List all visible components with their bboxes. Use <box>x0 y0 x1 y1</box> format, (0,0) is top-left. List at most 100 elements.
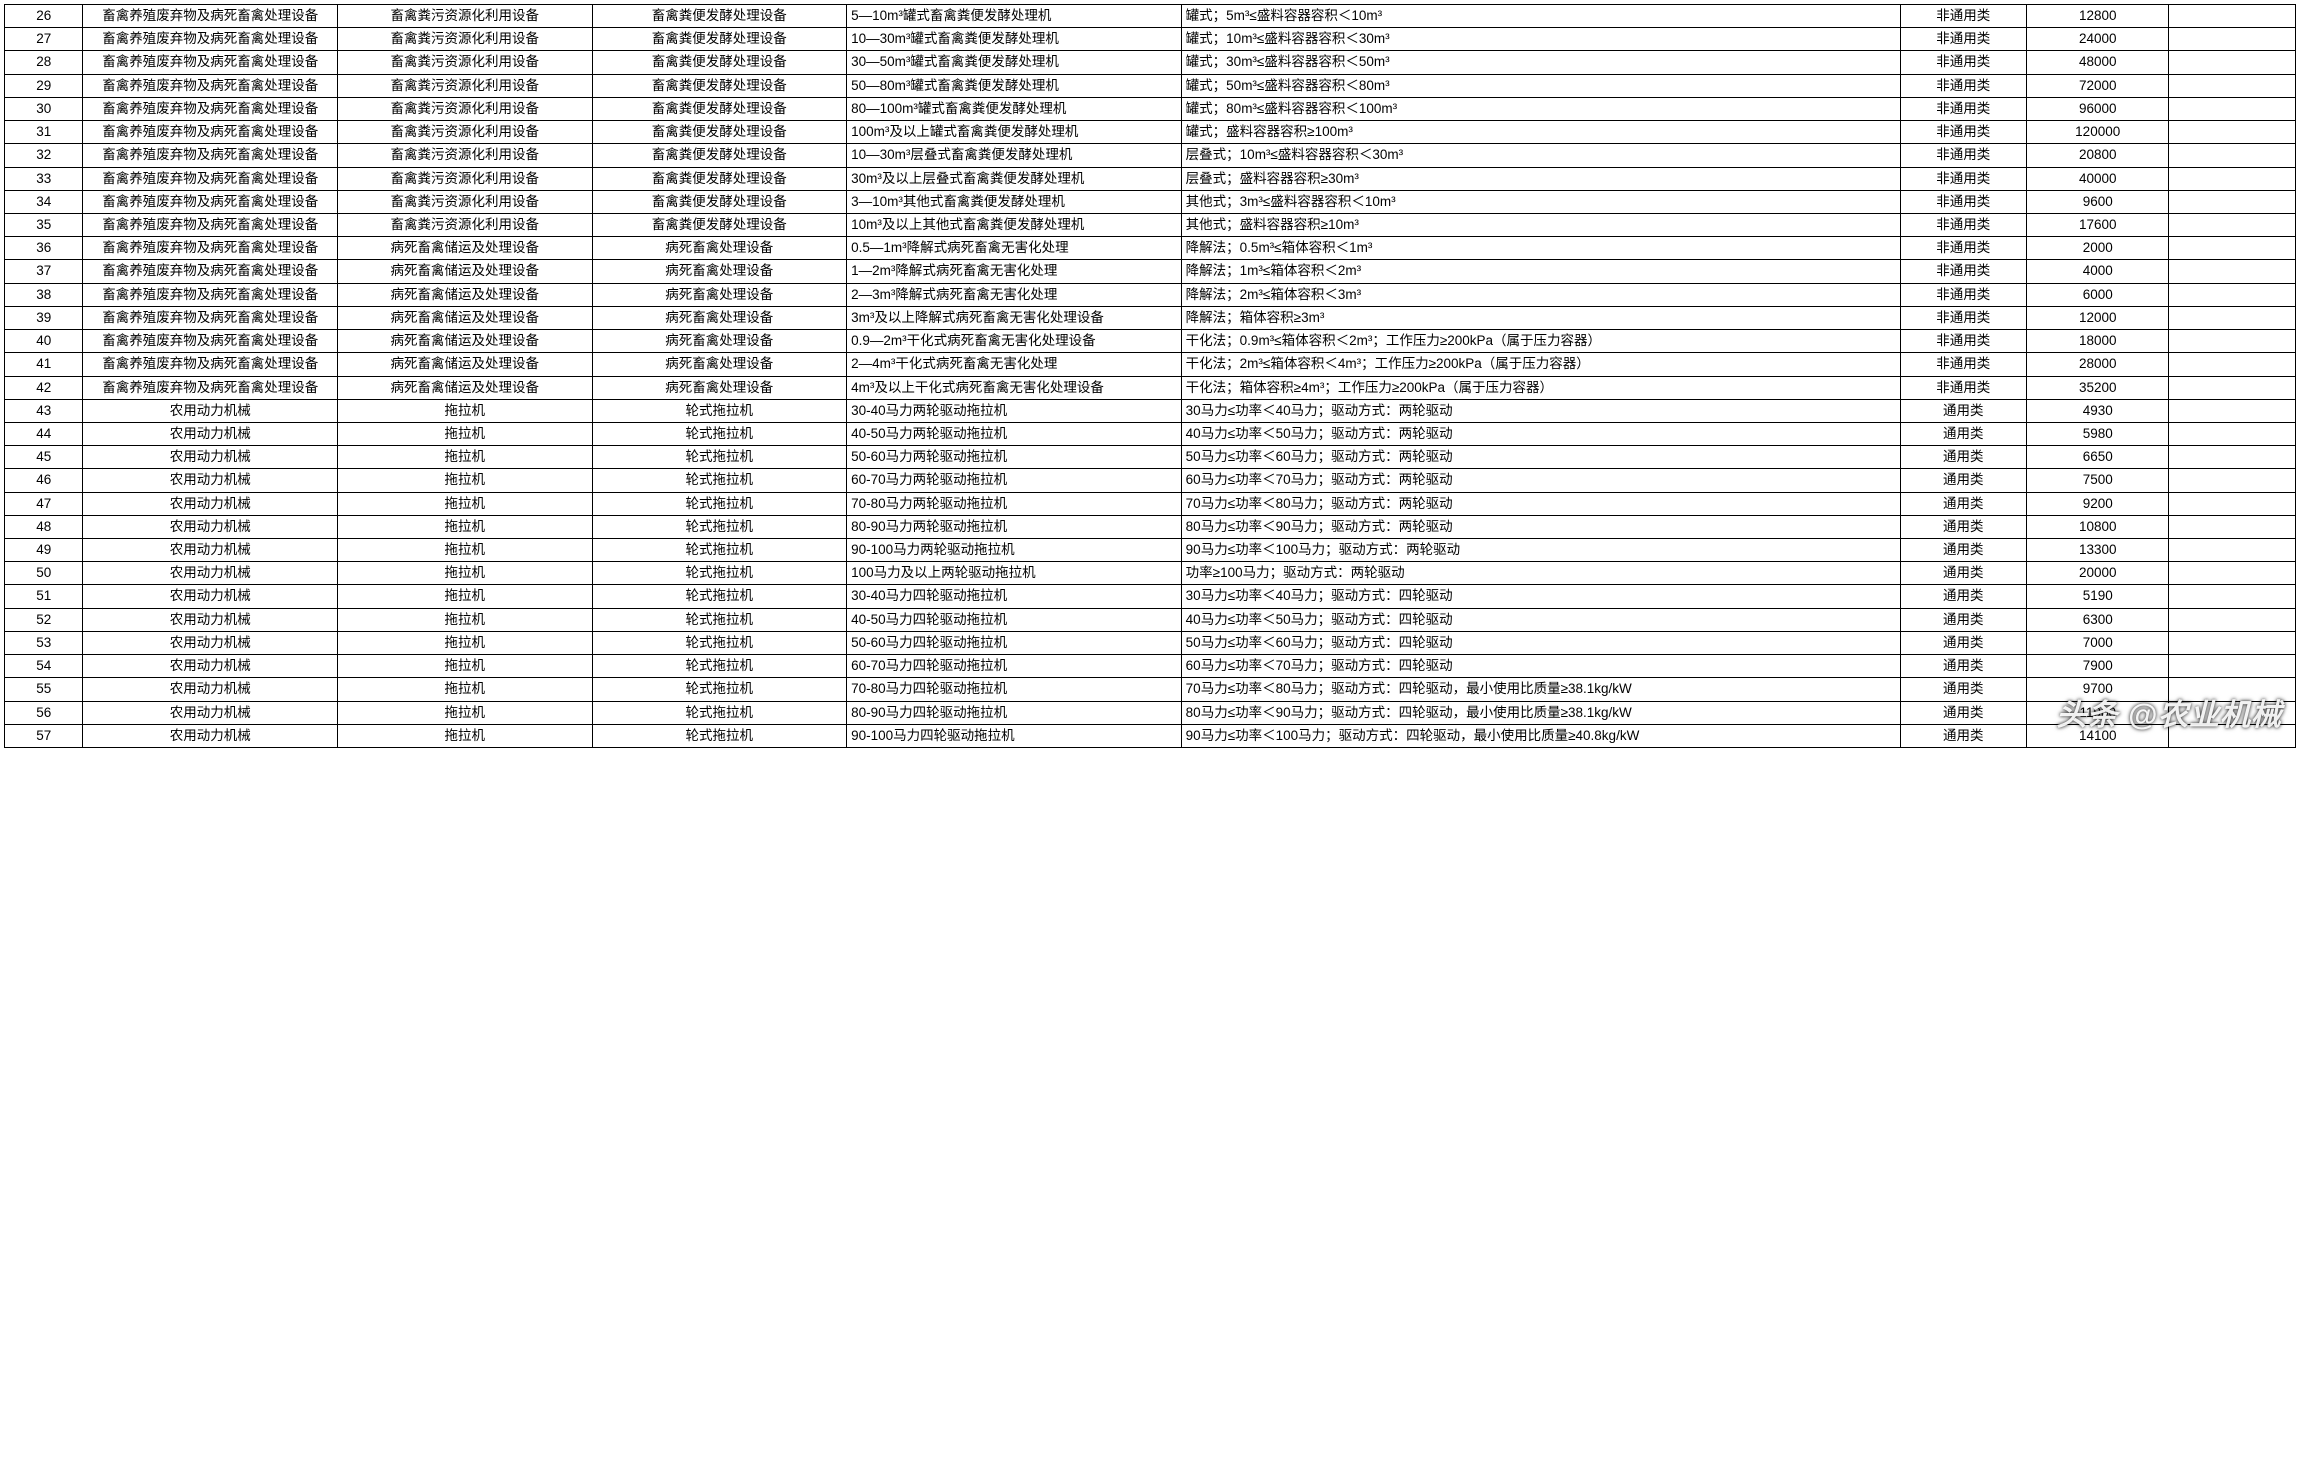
cell-cat3: 轮式拖拉机 <box>592 562 847 585</box>
cell-type: 非通用类 <box>1900 167 2026 190</box>
cell-spec: 40-50马力四轮驱动拖拉机 <box>847 608 1182 631</box>
table-row: 30畜禽养殖废弃物及病死畜禽处理设备畜禽粪污资源化利用设备畜禽粪便发酵处理设备8… <box>5 97 2296 120</box>
cell-price: 5190 <box>2026 585 2168 608</box>
cell-cat3: 畜禽粪便发酵处理设备 <box>592 97 847 120</box>
cell-price: 17600 <box>2026 213 2168 236</box>
cell-cat3: 病死畜禽处理设备 <box>592 237 847 260</box>
cell-type: 非通用类 <box>1900 330 2026 353</box>
cell-cat2: 病死畜禽储运及处理设备 <box>337 283 592 306</box>
cell-empty <box>2169 260 2296 283</box>
cell-cat1: 农用动力机械 <box>83 446 338 469</box>
cell-cat2: 畜禽粪污资源化利用设备 <box>337 28 592 51</box>
cell-param: 40马力≤功率＜50马力；驱动方式：四轮驱动 <box>1181 608 1900 631</box>
cell-param: 层叠式；10m³≤盛料容器容积＜30m³ <box>1181 144 1900 167</box>
cell-cat2: 拖拉机 <box>337 539 592 562</box>
cell-idx: 43 <box>5 399 83 422</box>
cell-price: 48000 <box>2026 51 2168 74</box>
cell-type: 非通用类 <box>1900 97 2026 120</box>
table-row: 54农用动力机械拖拉机轮式拖拉机60-70马力四轮驱动拖拉机60马力≤功率＜70… <box>5 655 2296 678</box>
cell-cat3: 病死畜禽处理设备 <box>592 330 847 353</box>
cell-spec: 60-70马力两轮驱动拖拉机 <box>847 469 1182 492</box>
cell-param: 降解法；1m³≤箱体容积＜2m³ <box>1181 260 1900 283</box>
cell-cat1: 农用动力机械 <box>83 562 338 585</box>
cell-param: 60马力≤功率＜70马力；驱动方式：两轮驱动 <box>1181 469 1900 492</box>
cell-price: 11900 <box>2026 701 2168 724</box>
cell-type: 通用类 <box>1900 631 2026 654</box>
cell-price: 40000 <box>2026 167 2168 190</box>
cell-spec: 2—3m³降解式病死畜禽无害化处理 <box>847 283 1182 306</box>
cell-price: 7500 <box>2026 469 2168 492</box>
cell-price: 9700 <box>2026 678 2168 701</box>
cell-spec: 50-60马力两轮驱动拖拉机 <box>847 446 1182 469</box>
cell-cat1: 畜禽养殖废弃物及病死畜禽处理设备 <box>83 376 338 399</box>
cell-param: 降解法；2m³≤箱体容积＜3m³ <box>1181 283 1900 306</box>
cell-cat3: 轮式拖拉机 <box>592 446 847 469</box>
cell-price: 2000 <box>2026 237 2168 260</box>
table-row: 27畜禽养殖废弃物及病死畜禽处理设备畜禽粪污资源化利用设备畜禽粪便发酵处理设备1… <box>5 28 2296 51</box>
cell-cat2: 畜禽粪污资源化利用设备 <box>337 144 592 167</box>
cell-empty <box>2169 492 2296 515</box>
cell-type: 非通用类 <box>1900 74 2026 97</box>
cell-idx: 54 <box>5 655 83 678</box>
table-row: 47农用动力机械拖拉机轮式拖拉机70-80马力两轮驱动拖拉机70马力≤功率＜80… <box>5 492 2296 515</box>
table-row: 56农用动力机械拖拉机轮式拖拉机80-90马力四轮驱动拖拉机80马力≤功率＜90… <box>5 701 2296 724</box>
cell-param: 罐式；5m³≤盛料容器容积＜10m³ <box>1181 5 1900 28</box>
cell-cat1: 畜禽养殖废弃物及病死畜禽处理设备 <box>83 190 338 213</box>
cell-empty <box>2169 376 2296 399</box>
cell-cat2: 拖拉机 <box>337 655 592 678</box>
cell-idx: 55 <box>5 678 83 701</box>
cell-idx: 57 <box>5 724 83 747</box>
cell-cat1: 农用动力机械 <box>83 492 338 515</box>
cell-type: 非通用类 <box>1900 51 2026 74</box>
cell-param: 60马力≤功率＜70马力；驱动方式：四轮驱动 <box>1181 655 1900 678</box>
cell-param: 80马力≤功率＜90马力；驱动方式：两轮驱动 <box>1181 515 1900 538</box>
cell-param: 其他式；盛料容器容积≥10m³ <box>1181 213 1900 236</box>
cell-empty <box>2169 446 2296 469</box>
cell-param: 70马力≤功率＜80马力；驱动方式：四轮驱动，最小使用比质量≥38.1kg/kW <box>1181 678 1900 701</box>
cell-type: 通用类 <box>1900 492 2026 515</box>
cell-cat2: 病死畜禽储运及处理设备 <box>337 330 592 353</box>
cell-cat3: 轮式拖拉机 <box>592 631 847 654</box>
cell-empty <box>2169 399 2296 422</box>
cell-cat1: 畜禽养殖废弃物及病死畜禽处理设备 <box>83 51 338 74</box>
cell-spec: 3m³及以上降解式病死畜禽无害化处理设备 <box>847 306 1182 329</box>
cell-price: 6000 <box>2026 283 2168 306</box>
cell-type: 非通用类 <box>1900 5 2026 28</box>
cell-spec: 30m³及以上层叠式畜禽粪便发酵处理机 <box>847 167 1182 190</box>
cell-price: 20800 <box>2026 144 2168 167</box>
cell-cat3: 病死畜禽处理设备 <box>592 306 847 329</box>
cell-empty <box>2169 283 2296 306</box>
cell-cat1: 畜禽养殖废弃物及病死畜禽处理设备 <box>83 74 338 97</box>
cell-empty <box>2169 97 2296 120</box>
cell-empty <box>2169 28 2296 51</box>
cell-price: 120000 <box>2026 121 2168 144</box>
cell-empty <box>2169 678 2296 701</box>
cell-cat3: 病死畜禽处理设备 <box>592 376 847 399</box>
cell-type: 通用类 <box>1900 399 2026 422</box>
cell-price: 5980 <box>2026 422 2168 445</box>
cell-spec: 70-80马力四轮驱动拖拉机 <box>847 678 1182 701</box>
cell-cat3: 轮式拖拉机 <box>592 701 847 724</box>
cell-idx: 32 <box>5 144 83 167</box>
cell-cat2: 拖拉机 <box>337 399 592 422</box>
cell-price: 12000 <box>2026 306 2168 329</box>
cell-idx: 38 <box>5 283 83 306</box>
cell-param: 降解法；0.5m³≤箱体容积＜1m³ <box>1181 237 1900 260</box>
cell-param: 干化法；0.9m³≤箱体容积＜2m³；工作压力≥200kPa（属于压力容器） <box>1181 330 1900 353</box>
cell-empty <box>2169 121 2296 144</box>
table-row: 57农用动力机械拖拉机轮式拖拉机90-100马力四轮驱动拖拉机90马力≤功率＜1… <box>5 724 2296 747</box>
cell-idx: 45 <box>5 446 83 469</box>
table-row: 36畜禽养殖废弃物及病死畜禽处理设备病死畜禽储运及处理设备病死畜禽处理设备0.5… <box>5 237 2296 260</box>
cell-cat1: 农用动力机械 <box>83 655 338 678</box>
cell-cat2: 拖拉机 <box>337 492 592 515</box>
cell-cat2: 畜禽粪污资源化利用设备 <box>337 5 592 28</box>
cell-spec: 100马力及以上两轮驱动拖拉机 <box>847 562 1182 585</box>
cell-cat2: 畜禽粪污资源化利用设备 <box>337 74 592 97</box>
cell-param: 功率≥100马力；驱动方式：两轮驱动 <box>1181 562 1900 585</box>
table-row: 50农用动力机械拖拉机轮式拖拉机100马力及以上两轮驱动拖拉机功率≥100马力；… <box>5 562 2296 585</box>
cell-price: 6300 <box>2026 608 2168 631</box>
cell-empty <box>2169 469 2296 492</box>
table-row: 42畜禽养殖废弃物及病死畜禽处理设备病死畜禽储运及处理设备病死畜禽处理设备4m³… <box>5 376 2296 399</box>
table-row: 38畜禽养殖废弃物及病死畜禽处理设备病死畜禽储运及处理设备病死畜禽处理设备2—3… <box>5 283 2296 306</box>
cell-type: 通用类 <box>1900 515 2026 538</box>
